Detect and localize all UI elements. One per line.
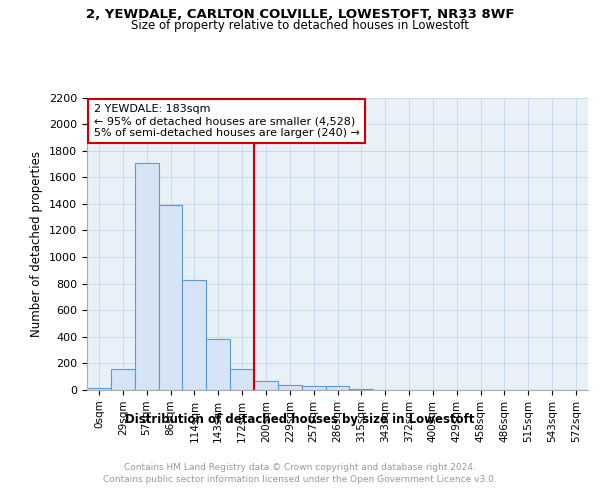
Bar (182, 280, 206, 390)
Bar (135, 162, 158, 390)
Text: 2 YEWDALE: 183sqm
← 95% of detached houses are smaller (4,528)
5% of semi-detach: 2 YEWDALE: 183sqm ← 95% of detached hous… (94, 104, 360, 138)
Text: Size of property relative to detached houses in Lowestoft: Size of property relative to detached ho… (131, 19, 469, 32)
Bar (111, 370, 135, 390)
Bar (206, 340, 230, 390)
Bar (326, 386, 349, 390)
Bar (254, 382, 278, 390)
Text: Distribution of detached houses by size in Lowestoft: Distribution of detached houses by size … (125, 412, 475, 426)
Bar (158, 205, 182, 390)
Text: 2, YEWDALE, CARLTON COLVILLE, LOWESTOFT, NR33 8WF: 2, YEWDALE, CARLTON COLVILLE, LOWESTOFT,… (86, 8, 514, 20)
Bar (87, 388, 111, 390)
Bar (278, 384, 302, 390)
Y-axis label: Number of detached properties: Number of detached properties (31, 151, 43, 337)
Text: Contains public sector information licensed under the Open Government Licence v3: Contains public sector information licen… (103, 475, 497, 484)
Text: Contains HM Land Registry data © Crown copyright and database right 2024.: Contains HM Land Registry data © Crown c… (124, 462, 476, 471)
Bar (230, 368, 254, 390)
Bar (302, 386, 326, 390)
